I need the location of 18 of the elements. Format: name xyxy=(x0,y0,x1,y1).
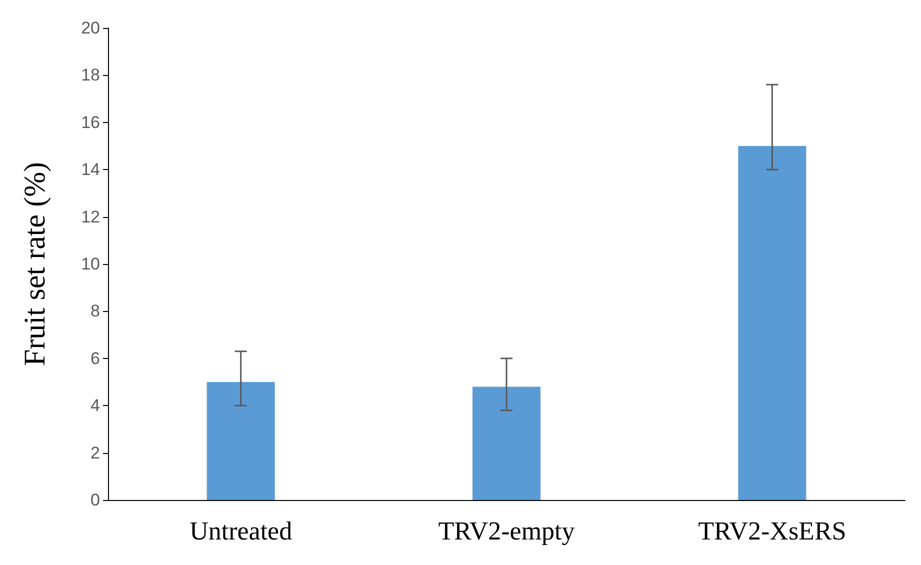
y-axis-title: Fruit set rate (%) xyxy=(18,162,52,366)
y-tick-label: 16 xyxy=(81,112,100,132)
bar xyxy=(738,146,806,500)
x-tick-label: TRV2-XsERS xyxy=(698,516,846,546)
y-tick-label: 6 xyxy=(90,348,100,368)
y-tick-label: 8 xyxy=(90,302,100,321)
y-tick-label: 0 xyxy=(90,490,100,510)
bar xyxy=(472,386,540,500)
y-tick-label: 10 xyxy=(81,254,100,274)
y-tick-label: 12 xyxy=(81,207,100,226)
y-tick-label: 20 xyxy=(81,18,100,38)
y-tick-label: 18 xyxy=(81,66,100,85)
y-tick-label: 2 xyxy=(90,443,100,462)
y-tick-label: 14 xyxy=(81,160,100,180)
x-tick-label: TRV2-empty xyxy=(438,516,575,546)
x-tick-label: Untreated xyxy=(190,516,292,546)
y-tick-label: 4 xyxy=(90,396,100,416)
bar xyxy=(206,382,275,500)
